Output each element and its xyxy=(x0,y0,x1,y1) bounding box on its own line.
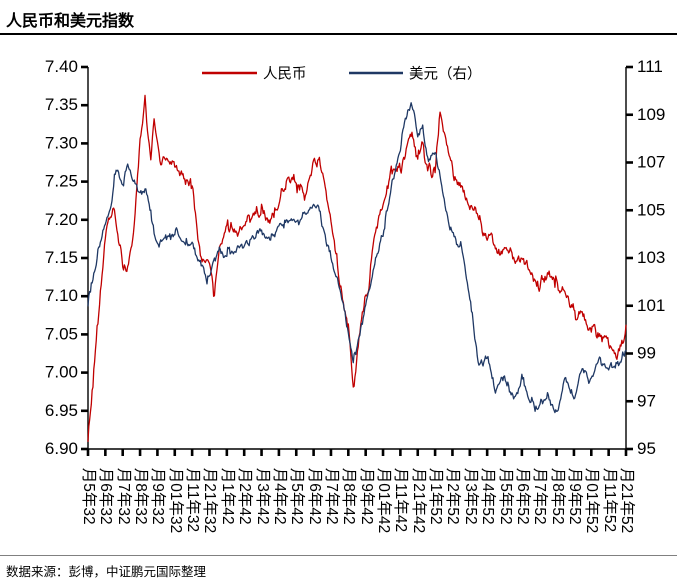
svg-text:111: 111 xyxy=(637,57,663,76)
svg-text:107: 107 xyxy=(637,153,665,172)
svg-text:7.05: 7.05 xyxy=(45,324,78,343)
svg-text:6.95: 6.95 xyxy=(45,401,78,420)
svg-text:101: 101 xyxy=(637,296,665,315)
svg-text:美元（右）: 美元（右） xyxy=(409,66,482,83)
svg-text:6.90: 6.90 xyxy=(45,439,78,458)
svg-text:7.20: 7.20 xyxy=(45,210,78,229)
svg-text:99: 99 xyxy=(637,344,656,363)
svg-text:人民币: 人民币 xyxy=(263,66,307,83)
svg-text:97: 97 xyxy=(637,391,656,410)
svg-text:7.00: 7.00 xyxy=(45,363,78,382)
svg-text:7.40: 7.40 xyxy=(45,57,78,76)
svg-text:7.25: 7.25 xyxy=(45,172,78,191)
svg-text:95: 95 xyxy=(637,439,656,458)
svg-text:7.10: 7.10 xyxy=(45,286,78,305)
svg-text:7.35: 7.35 xyxy=(45,95,78,114)
svg-text:103: 103 xyxy=(637,248,665,267)
svg-text:7.30: 7.30 xyxy=(45,133,78,152)
svg-text:105: 105 xyxy=(637,200,665,219)
svg-text:109: 109 xyxy=(637,105,665,124)
svg-text:7.15: 7.15 xyxy=(45,248,78,267)
